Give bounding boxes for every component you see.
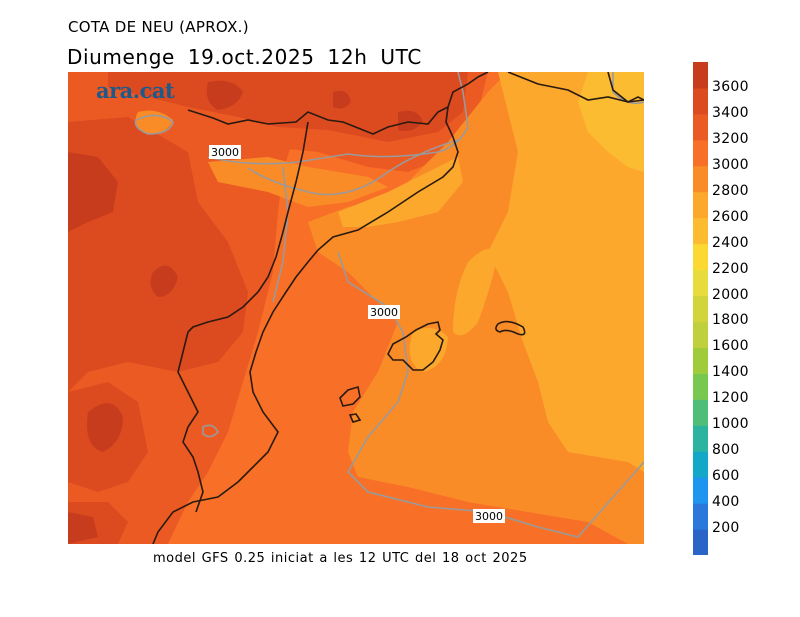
colorbar-legend xyxy=(693,62,708,555)
colorbar-band xyxy=(693,191,708,219)
colorbar-band xyxy=(693,425,708,452)
field-band-3600-e xyxy=(333,90,351,109)
field-band-2600-central xyxy=(338,157,463,227)
contour-line-sw xyxy=(202,424,219,438)
colorbar-tick-label: 400 xyxy=(712,494,740,511)
colorbar-band xyxy=(693,477,708,504)
field-band-2400-ne xyxy=(578,72,644,172)
island-mallorca xyxy=(387,321,444,371)
colorbar-band xyxy=(693,165,708,193)
colorbar-tick-label: 1200 xyxy=(712,390,749,407)
field-band-2800-north xyxy=(208,157,388,207)
contour-line-central xyxy=(272,166,289,303)
snow-level-map: 3000 3000 3000 xyxy=(68,72,644,544)
colorbar-tick-label: 1000 xyxy=(712,416,749,433)
field-band-3600-f xyxy=(398,110,423,131)
contour-label-text: 3000 xyxy=(370,306,398,319)
contour-line-north xyxy=(207,72,469,165)
coast-catalonia xyxy=(152,106,459,544)
model-run-footer: model GFS 0.25 iniciat a les 12 UTC del … xyxy=(153,551,528,566)
colorbar-band xyxy=(693,451,708,478)
colorbar-band xyxy=(693,295,708,322)
field-band-3600-g xyxy=(68,512,98,544)
colorbar-tick-label: 3600 xyxy=(712,78,749,95)
contour-label-1: 3000 xyxy=(209,145,241,159)
field-band-3400-north xyxy=(108,72,468,142)
contour-line-north-b xyxy=(247,139,459,196)
contour-label-text: 3000 xyxy=(475,510,503,523)
coast-france xyxy=(447,72,489,108)
contour-label-text: 3000 xyxy=(211,146,239,159)
border-aragon-valencia xyxy=(187,291,259,333)
coastline-borders xyxy=(152,72,644,544)
contour-label-2: 3000 xyxy=(368,305,400,319)
colorbar-band xyxy=(693,87,708,115)
field-band-2600-east xyxy=(488,72,644,472)
border-france-spain xyxy=(187,106,449,135)
island-menorca xyxy=(495,320,526,336)
colorbar-tick-label: 2800 xyxy=(712,182,749,199)
colorbar-tick-label: 2000 xyxy=(712,286,749,303)
colorbar-band xyxy=(693,217,708,245)
contour-line-island xyxy=(134,114,174,135)
chart-subtitle-date: Diumenge 19.oct.2025 12h UTC xyxy=(67,45,422,69)
colorbar-band xyxy=(693,529,708,555)
colorbar-tick-label: 1400 xyxy=(712,364,749,381)
colorbar-tick-label: 3000 xyxy=(712,156,749,173)
island-ibiza xyxy=(339,385,361,407)
border-aragon-catalonia xyxy=(257,121,309,293)
field-band-3600-b xyxy=(150,265,178,297)
colorbar-band xyxy=(693,269,708,297)
field-band-3600-a xyxy=(68,152,118,232)
colorbar-band xyxy=(693,373,708,400)
ara-cat-logo: ara.cat xyxy=(96,78,175,103)
colorbar-tick-label: 800 xyxy=(712,442,740,459)
field-band-2600-tongue xyxy=(453,248,498,336)
colorbar-tick-label: 2200 xyxy=(712,260,749,277)
colorbar-band xyxy=(693,399,708,426)
border-valencia-castilla xyxy=(177,331,204,513)
field-band-3600-d xyxy=(206,80,243,110)
colorbar-band xyxy=(693,243,708,271)
colorbar-tick-label: 3400 xyxy=(712,104,749,121)
colorbar-band xyxy=(693,113,708,141)
colorbar-band xyxy=(693,139,708,167)
colorbar-band xyxy=(693,321,708,348)
colorbar-tick-label: 1800 xyxy=(712,312,749,329)
colorbar-tick-label: 200 xyxy=(712,520,740,537)
colorbar-band xyxy=(693,62,708,89)
chart-title: COTA DE NEU (APROX.) xyxy=(68,18,249,36)
colorbar-tick-label: 1600 xyxy=(712,338,749,355)
coast-northeast-piece xyxy=(607,72,644,103)
colorbar-tick-label: 2400 xyxy=(712,234,749,251)
colorbar-band xyxy=(693,503,708,530)
field-band-2600-mallorca xyxy=(409,328,448,372)
contour-label-3: 3000 xyxy=(473,509,505,523)
field-band-3600-c xyxy=(87,403,123,452)
colorbar-tick-label: 600 xyxy=(712,468,740,485)
colorbar-band xyxy=(693,347,708,374)
colorbar-tick-label: 2600 xyxy=(712,208,749,225)
island-formentera xyxy=(348,413,362,423)
colorbar-tick-label: 3200 xyxy=(712,130,749,147)
